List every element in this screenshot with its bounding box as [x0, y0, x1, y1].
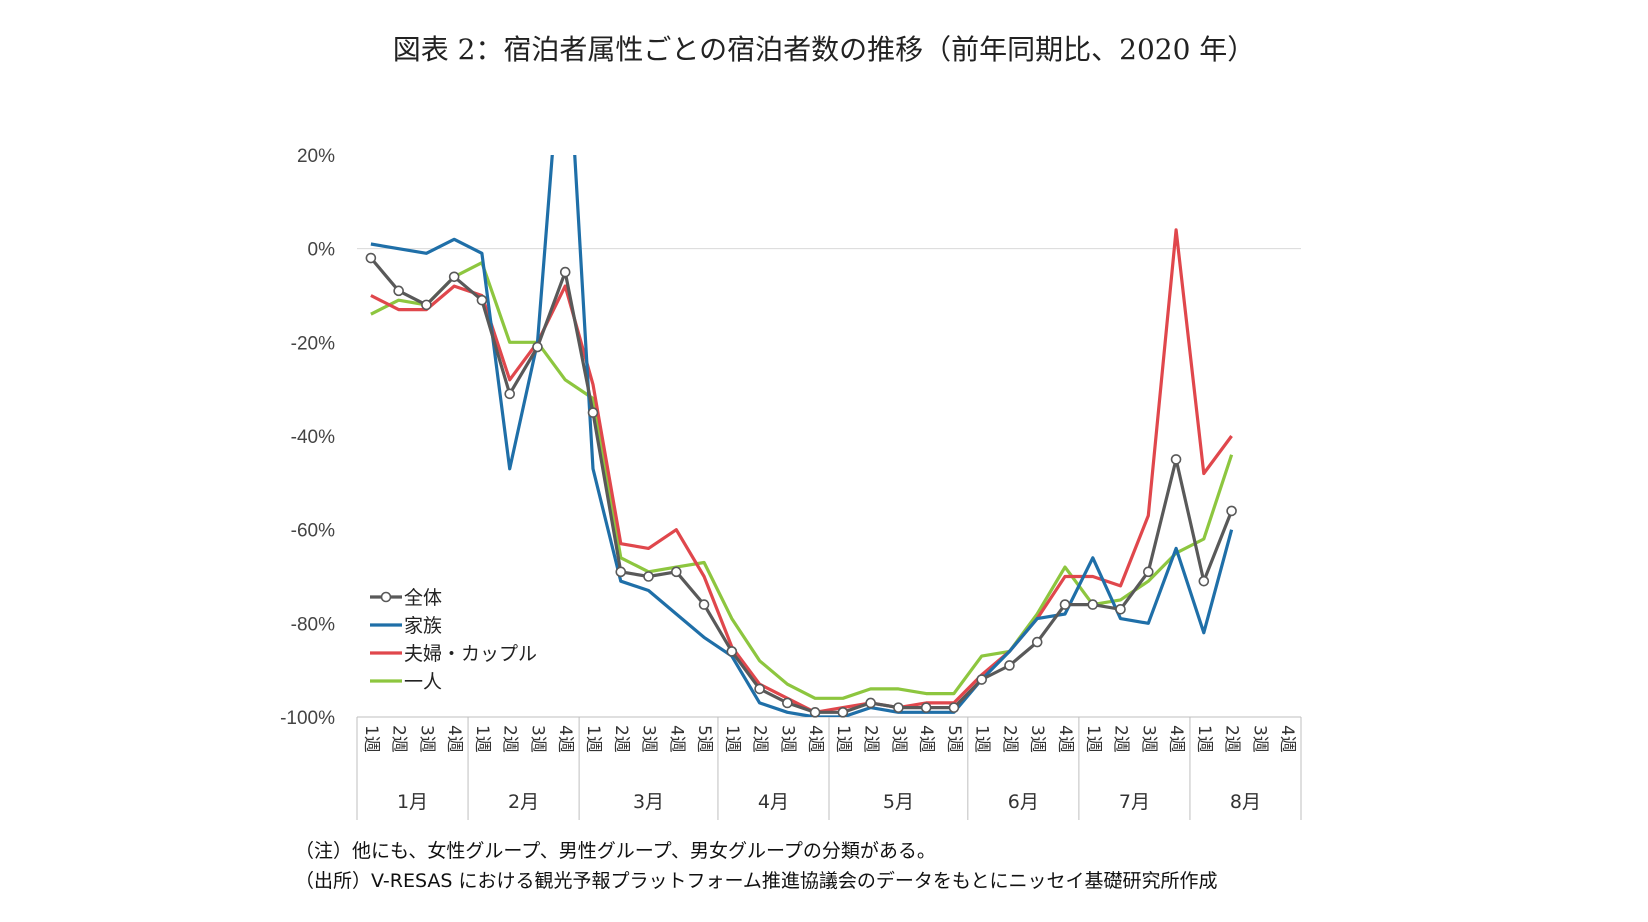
data-point — [726, 646, 738, 657]
data-point — [1142, 566, 1154, 578]
x-tick-label: 2週 — [389, 725, 409, 753]
data-point — [643, 571, 654, 582]
x-tick-label: 4週 — [1166, 725, 1186, 753]
data-point — [587, 407, 599, 418]
data-point — [421, 299, 432, 311]
data-point — [698, 599, 710, 610]
source-note: （出所）V-RESAS における観光予報プラットフォーム推進協議会のデータをもと… — [295, 870, 1218, 892]
x-tick-label: 1週 — [833, 725, 853, 753]
data-point — [615, 566, 627, 578]
data-point — [1059, 599, 1071, 610]
month-label: 7月 — [1119, 791, 1150, 813]
y-tick-label: -40% — [291, 427, 335, 448]
month-label: 2月 — [508, 791, 539, 813]
data-point — [1115, 603, 1126, 615]
x-tick-label: 1週 — [472, 725, 492, 753]
data-point — [948, 702, 960, 713]
x-tick-label: 2週 — [611, 725, 631, 753]
data-point — [1198, 575, 1210, 587]
data-point — [865, 697, 876, 709]
x-tick-label: 5週 — [944, 725, 964, 753]
month-label: 5月 — [883, 791, 914, 813]
data-point — [893, 702, 904, 713]
legend-label: 一人 — [404, 671, 442, 693]
x-tick-label: 3週 — [639, 725, 659, 753]
month-label: 6月 — [1008, 791, 1039, 813]
x-tick-label: 5週 — [694, 725, 714, 753]
x-tick-label: 2週 — [1111, 725, 1131, 753]
data-point — [1087, 599, 1099, 610]
y-tick-label: -20% — [291, 333, 335, 354]
data-point — [837, 707, 849, 718]
y-tick-label: -60% — [291, 521, 335, 542]
x-tick-label: 4週 — [916, 725, 936, 753]
y-tick-label: -100% — [280, 708, 335, 729]
x-tick-label: 2週 — [861, 725, 881, 753]
legend-label: 夫婦・カップル — [404, 643, 537, 665]
data-point — [532, 341, 543, 353]
x-tick-label: 2週 — [500, 725, 520, 753]
x-tick-label: 2週 — [999, 725, 1019, 753]
y-tick-label: 0% — [308, 240, 336, 261]
legend-marker — [380, 591, 392, 603]
month-label: 3月 — [633, 791, 664, 813]
x-tick-label: 2週 — [750, 725, 770, 753]
x-tick-label: 2週 — [1222, 725, 1242, 753]
data-point — [393, 285, 404, 297]
data-point — [920, 702, 932, 713]
x-tick-label: 3週 — [777, 725, 797, 753]
x-tick-label: 3週 — [1138, 725, 1158, 753]
x-tick-label: 1週 — [1083, 725, 1103, 753]
data-point — [1226, 505, 1237, 517]
data-point — [670, 566, 682, 578]
month-label: 8月 — [1230, 791, 1261, 813]
x-tick-label: 1週 — [583, 725, 603, 753]
series-line-3 — [370, 261, 1234, 700]
y-tick-label: -80% — [291, 614, 335, 635]
x-tick-label: 1週 — [722, 725, 742, 753]
data-point — [1004, 660, 1015, 671]
data-point — [754, 683, 765, 695]
data-point — [559, 266, 571, 278]
month-label: 4月 — [758, 791, 789, 813]
data-point — [476, 294, 488, 306]
month-label: 1月 — [397, 791, 428, 813]
x-tick-label: 4週 — [805, 725, 825, 753]
data-point — [448, 271, 460, 283]
x-tick-label: 3週 — [888, 725, 908, 753]
x-tick-label: 1週 — [361, 725, 381, 753]
data-point — [365, 252, 377, 264]
x-tick-label: 3週 — [527, 725, 547, 753]
legend-label: 家族 — [404, 615, 442, 637]
x-tick-label: 3週 — [1027, 725, 1047, 753]
x-tick-label: 4週 — [666, 725, 686, 753]
x-tick-label: 3週 — [416, 725, 436, 753]
data-point — [809, 707, 821, 718]
x-tick-label: 4週 — [555, 725, 575, 753]
footnote: （注）他にも、女性グループ、男性グループ、男女グループの分類がある。 — [295, 840, 936, 862]
data-point — [1031, 636, 1043, 648]
data-point — [782, 697, 793, 709]
x-tick-label: 4週 — [1277, 725, 1297, 753]
x-tick-label: 1週 — [972, 725, 992, 753]
legend-label: 全体 — [404, 587, 442, 609]
data-point — [504, 388, 516, 400]
chart-title: 図表 2：宿泊者属性ごとの宿泊者数の推移（前年同期比、2020 年） — [392, 33, 1256, 66]
data-point — [976, 674, 988, 685]
y-tick-label: 20% — [297, 146, 335, 167]
data-point — [1170, 454, 1182, 465]
series-line-1 — [370, 155, 1234, 717]
series-line-2 — [370, 228, 1233, 714]
x-tick-label: 1週 — [1194, 725, 1214, 753]
x-tick-label: 4週 — [1055, 725, 1075, 753]
x-tick-label: 3週 — [1249, 725, 1269, 753]
x-tick-label: 4週 — [444, 725, 464, 753]
